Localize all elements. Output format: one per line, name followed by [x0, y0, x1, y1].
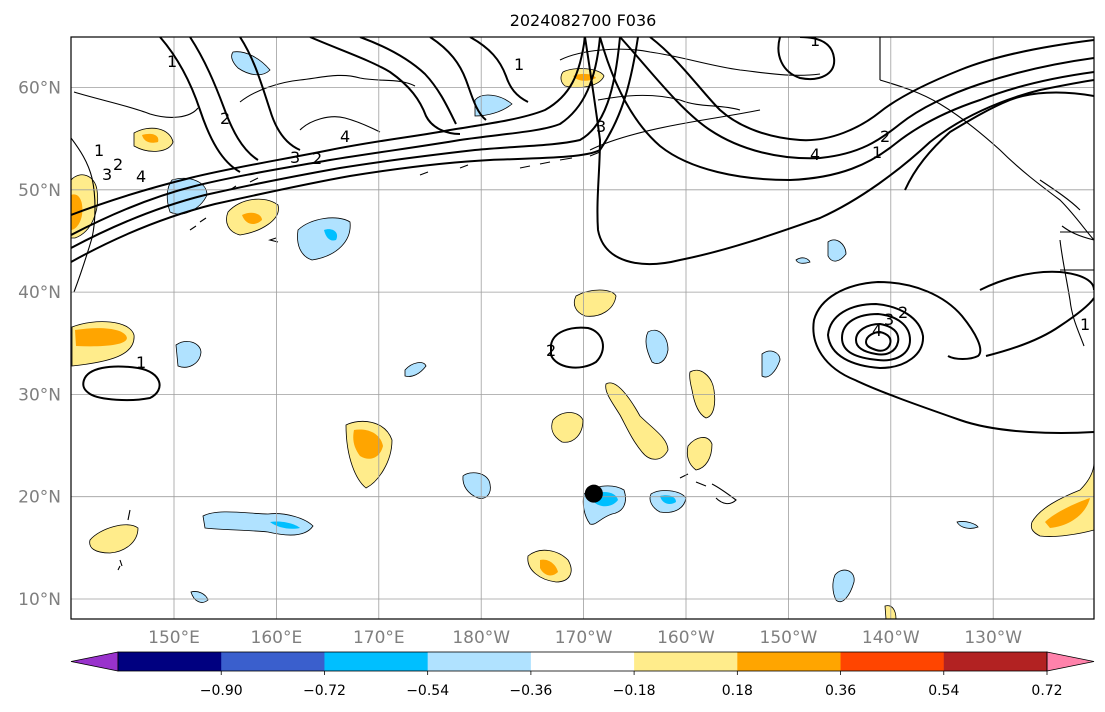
contour-label: 4 [340, 127, 350, 146]
colorbar-segment [427, 652, 532, 671]
contour-label: 1 [810, 31, 820, 50]
colorbar-tick-label: −0.18 [613, 683, 656, 699]
longitude-label: 150°E [148, 628, 200, 648]
colorbar-segment [324, 652, 429, 671]
anomaly-shading [71, 51, 1094, 619]
longitude-label: 160°E [251, 628, 303, 648]
colorbar-tick-label: −0.54 [406, 683, 449, 699]
longitude-label: 180°W [452, 628, 510, 648]
colorbar-outline [117, 651, 1048, 672]
colorbar-segment [840, 652, 945, 671]
contour-label: 3 [290, 148, 300, 167]
contour-label: 2 [880, 127, 890, 146]
colorbar-segment [943, 652, 1048, 671]
longitude-label: 170°E [353, 628, 405, 648]
contour-label: 2 [546, 341, 556, 360]
contour-label: 3 [102, 165, 112, 184]
map-title: 2024082700 F036 [510, 11, 657, 30]
latitude-label: 10°N [18, 590, 61, 610]
colorbar-tick-label: 0.72 [1031, 683, 1062, 699]
colorbar-tick-label: −0.36 [509, 683, 552, 699]
contour-label: 2 [312, 149, 322, 168]
latitude-label: 30°N [18, 385, 61, 405]
colorbar-extend-high [1046, 651, 1095, 672]
colorbar-extend-low [70, 651, 119, 672]
colorbar-tick-label: 0.36 [825, 683, 856, 699]
plot-frame [70, 36, 1095, 620]
location-marker [584, 484, 603, 503]
colorbar-segment [530, 652, 635, 671]
contour-label: 1 [1080, 315, 1090, 334]
contour-label: 3 [596, 117, 606, 136]
latitude-label: 20°N [18, 488, 61, 508]
contour-label: 2 [113, 155, 123, 174]
longitude-label: 170°W [555, 628, 613, 648]
contour-label: 3 [884, 310, 894, 329]
contour-label: 1 [514, 55, 524, 74]
colorbar-segment [221, 652, 325, 671]
colorbar-tick-labels: −0.90 −0.72 −0.54 −0.36 −0.18 0.18 0.36 0.54 0.7… [200, 671, 1063, 699]
latitude-label: 60°N [18, 79, 61, 99]
contour-label: 2 [898, 303, 908, 322]
colorbar-segment [737, 652, 842, 671]
colorbar-segment [118, 652, 222, 671]
latitude-label: 50°N [18, 181, 61, 201]
colorbar-tick-label: −0.90 [200, 683, 243, 699]
contour-label: 1 [872, 143, 882, 162]
longitude-labels: 150°E 160°E 170°E 180°W 170°W 160°W 150°W 140°W… [148, 628, 1022, 648]
latitude-labels: 60°N 50°N 40°N 30°N 20°N 10°N [18, 79, 61, 611]
longitude-label: 130°W [964, 628, 1022, 648]
contour-label: 4 [810, 145, 820, 164]
contour-label-group: 1 2 3 4 3 2 1 1 2 4 1 2 4 3 2 1 1 1 2 3 … [94, 31, 1090, 372]
contour-label: 1 [94, 141, 104, 160]
longitude-label: 160°W [657, 628, 715, 648]
coastlines [71, 37, 1094, 571]
colorbar-tick-label: 0.54 [928, 683, 959, 699]
gridlines [71, 37, 1094, 619]
contour-label: 2 [220, 109, 230, 128]
contour-label: 1 [167, 52, 177, 71]
colorbar-tick-label: 0.18 [722, 683, 753, 699]
contour-lines [71, 37, 1094, 434]
contour-label: 4 [872, 321, 882, 340]
colorbar-tick-label: −0.72 [303, 683, 346, 699]
colorbar-segment [634, 652, 738, 671]
longitude-label: 140°W [862, 628, 920, 648]
colorbar [70, 651, 1095, 672]
longitude-label: 150°W [760, 628, 818, 648]
contour-label: 1 [136, 353, 146, 372]
latitude-label: 40°N [18, 283, 61, 303]
contour-label: 4 [136, 167, 146, 186]
